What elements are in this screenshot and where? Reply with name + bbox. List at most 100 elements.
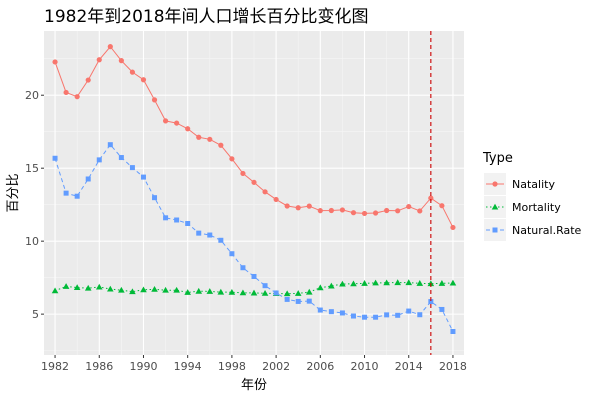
data-point-natural-rate [350, 313, 356, 319]
data-point-natural-rate [185, 221, 191, 227]
grid-major [44, 31, 464, 355]
y-tick-label: 15 [25, 162, 39, 175]
data-point-natality [406, 203, 412, 210]
data-point-mortality [239, 289, 247, 296]
data-point-natural-rate [373, 314, 379, 320]
data-point-natural-rate [96, 157, 102, 163]
data-point-mortality [173, 286, 180, 293]
data-point-natality [140, 77, 147, 83]
y-axis: 5 10 15 20 [25, 89, 44, 321]
data-point-natural-rate [207, 232, 213, 238]
data-point-mortality [162, 286, 169, 293]
data-point-natural-rate [196, 230, 202, 236]
data-point-natural-rate [273, 290, 279, 296]
data-point-mortality [84, 284, 92, 291]
x-axis: 1982 1986 1990 1994 1998 2002 2006 2010 2014 2018 [41, 355, 467, 373]
data-point-natality [439, 203, 445, 209]
x-tick-label: 2010 [351, 360, 379, 373]
data-point-natality [328, 207, 334, 214]
data-point-natality [151, 97, 158, 103]
data-point-mortality [217, 288, 225, 295]
data-point-mortality [328, 282, 335, 289]
y-tick-label: 5 [32, 308, 39, 321]
data-point-mortality [283, 290, 291, 297]
x-tick-label: 1994 [174, 360, 202, 373]
data-point-mortality [339, 280, 346, 287]
data-point-natality [185, 126, 191, 132]
data-point-natality [428, 195, 434, 201]
data-point-mortality [361, 280, 368, 286]
data-point-natality [207, 136, 213, 142]
data-point-natural-rate [140, 174, 146, 180]
data-point-natality [74, 94, 80, 100]
data-point-mortality [416, 280, 424, 286]
data-point-natality [218, 142, 224, 148]
data-point-natality [384, 207, 390, 214]
data-point-natality [96, 57, 102, 63]
data-point-mortality [438, 280, 446, 286]
data-point-natality [350, 210, 357, 216]
data-point-natural-rate [328, 309, 334, 315]
data-point-mortality [140, 286, 147, 293]
legend-label-natural-rate: Natural.Rate [512, 224, 582, 237]
data-point-natural-rate [450, 329, 456, 335]
legend-label-mortality: Mortality [512, 201, 561, 214]
data-point-natural-rate [240, 265, 246, 271]
data-point-mortality [195, 287, 203, 294]
legend-key-marker-natality [492, 181, 498, 187]
data-point-mortality [95, 283, 103, 290]
data-point-natural-rate [129, 165, 135, 171]
data-point-mortality [206, 288, 214, 294]
x-tick-label: 2018 [439, 360, 467, 373]
data-point-natality [162, 118, 169, 124]
data-point-natality [295, 205, 301, 211]
data-point-natural-rate [107, 142, 113, 148]
x-tick-label: 2014 [395, 360, 423, 373]
data-point-natural-rate [284, 296, 290, 302]
data-point-natural-rate [439, 306, 445, 312]
data-point-natality [417, 208, 423, 214]
data-point-mortality [372, 279, 379, 286]
data-point-mortality [73, 284, 81, 291]
data-point-natural-rate [362, 314, 368, 320]
data-point-mortality [129, 288, 136, 295]
data-point-mortality [383, 279, 390, 286]
x-tick-label: 2002 [262, 360, 290, 373]
data-point-natality [317, 208, 323, 214]
data-point-natural-rate [317, 307, 323, 313]
x-axis-title: 年份 [241, 378, 267, 393]
legend: Type Natality Mortality Natural.Rate [482, 151, 582, 241]
data-point-natural-rate [52, 155, 58, 161]
data-point-natural-rate [85, 176, 91, 182]
x-tick-label: 1998 [218, 360, 246, 373]
data-point-mortality [317, 284, 324, 291]
x-tick-label: 2006 [306, 360, 334, 373]
y-axis-title: 百分比 [6, 173, 21, 212]
data-point-natality [52, 59, 58, 65]
data-point-natality [339, 207, 346, 213]
data-point-natural-rate [406, 308, 412, 314]
data-point-natality [129, 69, 136, 75]
legend-label-natality: Natality [512, 178, 555, 191]
data-point-mortality [305, 288, 313, 295]
data-point-natality [273, 196, 279, 203]
x-tick-label: 1990 [129, 360, 157, 373]
data-point-natality [174, 120, 180, 126]
x-tick-label: 1982 [41, 360, 69, 373]
data-point-natural-rate [306, 298, 312, 304]
legend-key-marker-natural-rate [492, 227, 498, 233]
data-point-natural-rate [152, 195, 158, 201]
legend-title: Type [482, 151, 513, 166]
data-point-natality [118, 58, 124, 64]
data-point-natural-rate [118, 155, 124, 161]
data-point-natality [107, 44, 113, 50]
data-point-natural-rate [417, 312, 423, 318]
data-point-mortality [405, 279, 413, 286]
y-tick-label: 10 [25, 235, 39, 248]
data-point-natality [85, 77, 91, 83]
data-point-natural-rate [63, 190, 69, 196]
data-point-natural-rate [74, 193, 80, 199]
data-point-natural-rate [251, 273, 257, 279]
data-point-mortality [350, 280, 357, 287]
